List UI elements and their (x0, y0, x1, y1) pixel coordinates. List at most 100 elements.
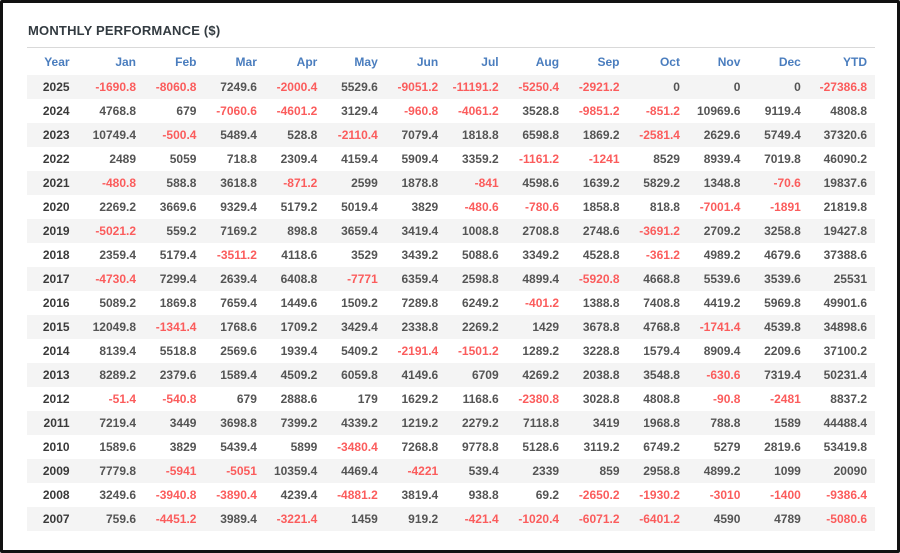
month-value-cell: -6071.2 (578, 512, 620, 526)
table-row-2007: 2007 759.6 -4451.2 3989.4 -3221.4 1459 919.2 -4… (27, 507, 875, 531)
month-value-cell: 679 (176, 104, 197, 118)
month-value-cell: 6749.2 (643, 440, 680, 454)
month-value-cell: 1429 (532, 320, 560, 334)
month-value-cell: 179 (357, 392, 378, 406)
column-header-oct: Oct (659, 55, 680, 69)
month-value-cell: 0 (733, 80, 741, 94)
month-value-cell: 3028.8 (582, 392, 620, 406)
month-value-cell: 4509.2 (280, 368, 318, 382)
month-value-cell: 1388.8 (582, 296, 620, 310)
month-value-cell: -851.2 (645, 104, 680, 118)
month-value-cell: 6059.8 (341, 368, 378, 382)
month-value-cell: 2569.6 (220, 344, 257, 358)
month-value-cell: 3659.4 (341, 224, 378, 238)
table-row-2013: 2013 8289.2 2379.6 1589.4 4509.2 6059.8 4149.6… (27, 363, 875, 387)
month-value-cell: -871.2 (283, 176, 318, 190)
table-header-row: Year Jan Feb Mar Apr May Jun Jul Aug Sep Oct Nov Dec… (27, 48, 875, 75)
month-value-cell: -540.8 (162, 392, 197, 406)
month-value-cell: 1968.8 (643, 416, 680, 430)
month-value-cell: 1589.4 (220, 368, 257, 382)
month-value-cell: 5829.2 (643, 176, 680, 190)
month-value-cell: 5969.8 (764, 296, 801, 310)
ytd-cell: -27386.8 (819, 80, 867, 94)
month-value-cell: 5089.2 (99, 296, 137, 310)
month-value-cell: -1020.4 (518, 512, 560, 526)
month-value-cell: 3119.2 (583, 440, 620, 454)
month-value-cell: 7319.4 (764, 368, 801, 382)
month-value-cell: 3989.4 (220, 512, 257, 526)
month-value-cell: -1741.4 (699, 320, 741, 334)
month-value-cell: 2958.8 (643, 464, 680, 478)
year-cell: 2013 (42, 368, 70, 382)
month-value-cell: 7659.4 (220, 296, 257, 310)
month-value-cell: -5051 (226, 464, 257, 478)
column-header-sep: Sep (597, 55, 620, 69)
month-value-cell: 759.6 (105, 512, 137, 526)
month-value-cell: -2000.4 (276, 80, 318, 94)
month-value-cell: -2581.4 (639, 128, 680, 142)
month-value-cell: 5439.4 (220, 440, 257, 454)
month-value-cell: 1768.6 (220, 320, 257, 334)
month-value-cell: -5021.2 (95, 224, 137, 238)
year-cell: 2023 (42, 128, 70, 142)
month-value-cell: -401.2 (525, 296, 560, 310)
year-cell: 2019 (42, 224, 70, 238)
panel-title: MONTHLY PERFORMANCE ($) (28, 23, 221, 38)
table-row-2019: 2019 -5021.2 559.2 7169.2 898.8 3659.4 3419.4 1… (27, 219, 875, 243)
column-header-mar: Mar (235, 55, 257, 69)
month-value-cell: 8939.4 (703, 152, 741, 166)
month-value-cell: 3669.6 (159, 200, 197, 214)
month-value-cell: 3419 (592, 416, 620, 430)
month-value-cell: 3819.4 (401, 488, 439, 502)
month-value-cell: -4601.2 (276, 104, 318, 118)
month-value-cell: 4239.4 (280, 488, 318, 502)
column-header-jan: Jan (115, 55, 137, 69)
year-cell: 2012 (42, 392, 70, 406)
year-cell: 2022 (42, 152, 70, 166)
ytd-cell: -5080.6 (826, 512, 867, 526)
column-header-nov: Nov (717, 55, 741, 69)
year-cell: 2015 (42, 320, 70, 334)
month-value-cell: 1869.8 (159, 296, 197, 310)
month-value-cell: -630.6 (706, 368, 741, 382)
month-value-cell: 1589 (774, 416, 801, 430)
table-row-2020: 2020 2269.2 3669.6 9329.4 5179.2 5019.4 3829 -4… (27, 195, 875, 219)
month-value-cell: 5518.8 (159, 344, 197, 358)
month-value-cell: 4269.2 (522, 368, 560, 382)
month-value-cell: -7060.6 (216, 104, 257, 118)
month-value-cell: 3528.8 (522, 104, 560, 118)
year-cell: 2010 (42, 440, 70, 454)
month-value-cell: 4768.8 (99, 104, 137, 118)
month-value-cell: -7001.4 (699, 200, 741, 214)
ytd-cell: 53419.8 (823, 440, 867, 454)
year-cell: 2011 (43, 416, 70, 430)
month-value-cell: 1878.8 (401, 176, 439, 190)
month-value-cell: 2338.8 (401, 320, 439, 334)
month-value-cell: 0 (794, 80, 801, 94)
month-value-cell: -3511.2 (216, 248, 257, 262)
month-value-cell: 4469.4 (341, 464, 378, 478)
column-header-jul: Jul (481, 55, 499, 69)
table-row-2011: 2011 7219.4 3449 3698.8 7399.2 4339.2 1219.2 22… (27, 411, 875, 435)
month-value-cell: 4339.2 (341, 416, 378, 430)
month-value-cell: -5250.4 (518, 80, 560, 94)
month-value-cell: 12049.8 (92, 320, 137, 334)
month-value-cell: 2379.6 (159, 368, 197, 382)
month-value-cell: 5179.2 (280, 200, 318, 214)
month-value-cell: 5749.4 (764, 128, 801, 142)
month-value-cell: -780.6 (525, 200, 560, 214)
column-header-aug: Aug (535, 55, 560, 69)
month-value-cell: -2110.4 (337, 128, 378, 142)
month-value-cell: 679 (236, 392, 257, 406)
month-value-cell: 3249.6 (99, 488, 137, 502)
month-value-cell: 7019.8 (764, 152, 801, 166)
month-value-cell: 3429.4 (341, 320, 378, 334)
ytd-cell: 44488.4 (823, 416, 867, 430)
month-value-cell: 8289.2 (99, 368, 137, 382)
month-value-cell: 1589.6 (99, 440, 137, 454)
month-value-cell: -7771 (347, 272, 378, 286)
month-value-cell: 7118.8 (523, 416, 560, 430)
month-value-cell: -1930.2 (639, 488, 680, 502)
month-value-cell: -1161.2 (519, 152, 560, 166)
month-value-cell: -11191.2 (452, 80, 499, 94)
